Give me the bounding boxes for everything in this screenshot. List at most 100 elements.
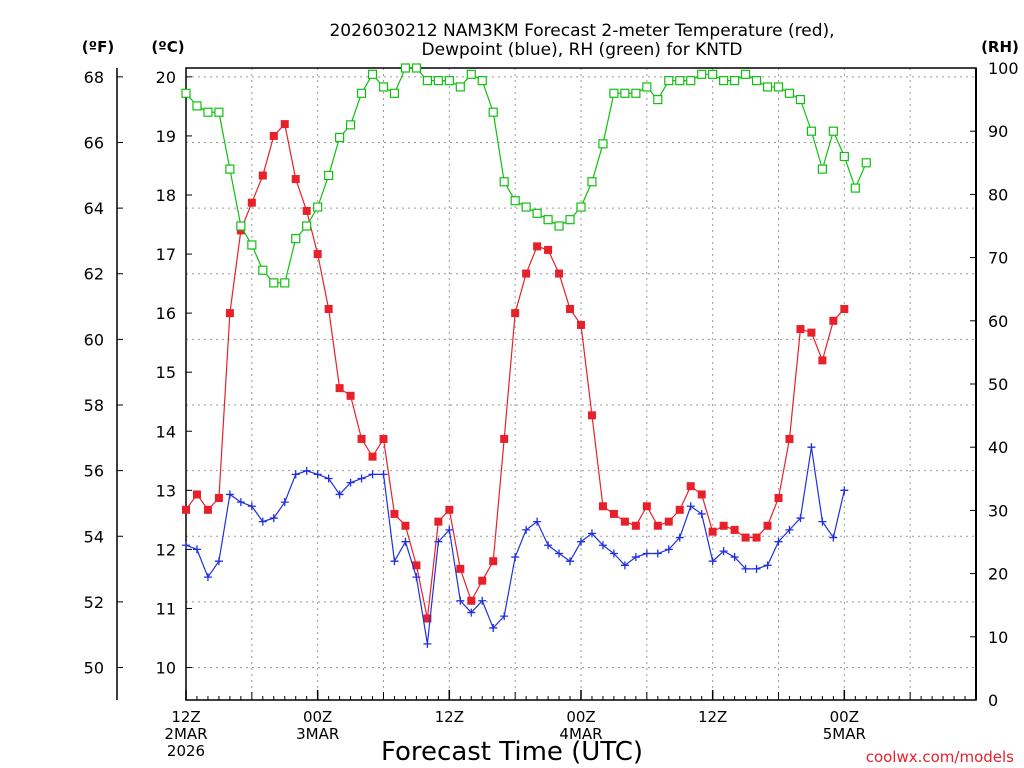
dewpoint-point (566, 557, 575, 566)
dewpoint-point (741, 564, 750, 573)
rh-tick-label: 100 (988, 59, 1019, 78)
rh-point (620, 88, 630, 98)
celsius-tick-label: 18 (156, 186, 176, 205)
celsius-tick-label: 13 (156, 481, 176, 500)
dewpoint-point (269, 514, 278, 523)
temperature-point (763, 521, 772, 530)
temperature-point (511, 309, 520, 318)
rh-point (587, 177, 597, 187)
rh-point (850, 183, 860, 193)
fahrenheit-tick-label: 68 (84, 68, 104, 87)
temperature-point (653, 521, 662, 530)
rh-line (185, 67, 867, 284)
temperature-point (445, 505, 454, 514)
rh-point (455, 82, 465, 92)
rh-unit-label: (RH) (981, 38, 1019, 56)
temperature-point (489, 557, 498, 566)
rh-point (313, 202, 323, 212)
celsius-tick-label: 17 (156, 245, 176, 264)
rh-point (411, 63, 422, 73)
rh-tick-label: 0 (988, 691, 998, 710)
celsius-tick-label: 14 (156, 422, 176, 441)
temperature-point (192, 490, 201, 499)
x-tick-label: 12Z (435, 708, 464, 726)
celsius-tick-label: 10 (156, 659, 176, 678)
temperature-point (214, 493, 223, 502)
dewpoint-point (291, 470, 300, 479)
dewpoint-point (642, 549, 651, 558)
temperature-point (818, 356, 827, 365)
temperature-point (258, 171, 267, 180)
rh-point (631, 88, 641, 98)
dewpoint-point (631, 553, 640, 562)
temperature-point (642, 502, 651, 511)
rh-series (181, 63, 871, 288)
dewpoint-point (829, 533, 838, 542)
rh-point (653, 94, 663, 105)
temperature-point (752, 533, 761, 542)
celsius-tick-label: 16 (156, 304, 176, 323)
series-layer (181, 63, 871, 648)
temperature-point (478, 576, 487, 585)
dewpoint-point (236, 498, 245, 507)
dewpoint-point (796, 514, 805, 523)
dewpoint-point (467, 608, 476, 617)
rh-point (708, 69, 718, 79)
fahrenheit-tick-label: 52 (84, 593, 104, 612)
chart-title-line2: Dewpoint (blue), RH (green) for KNTD (422, 40, 743, 60)
rh-tick-label: 90 (988, 122, 1008, 141)
grid-lines (186, 68, 976, 700)
fahrenheit-tick-label: 50 (84, 659, 104, 678)
temperature-point (357, 434, 366, 443)
x-tick-label: 2026 (167, 742, 205, 760)
dewpoint-point (302, 466, 311, 475)
celsius-tick-label: 12 (156, 540, 176, 559)
temperature-point (631, 521, 640, 530)
dewpoint-point (225, 490, 234, 499)
rh-point (686, 76, 696, 86)
dewpoint-point (280, 498, 289, 507)
temperature-point (609, 509, 618, 518)
dewpoint-point (785, 525, 794, 534)
plot-frame (185, 67, 977, 701)
rh-tick-label: 40 (988, 438, 1008, 457)
rh-point (269, 278, 279, 288)
temperature-point (280, 120, 289, 129)
dewpoint-point (401, 537, 410, 546)
rh-point (181, 88, 191, 98)
dewpoint-point (587, 529, 596, 538)
fahrenheit-tick-label: 54 (84, 527, 104, 546)
rh-point (324, 170, 334, 181)
temperature-point (533, 242, 542, 251)
rh-point (433, 76, 443, 86)
dewpoint-point (697, 509, 706, 518)
temperature-point (182, 505, 190, 514)
rh-tick-label: 50 (988, 375, 1008, 394)
dewpoint-point (423, 639, 432, 648)
dewpoint-point (390, 557, 399, 566)
x-tick-label: 12Z (698, 708, 727, 726)
temperature-point (401, 521, 410, 530)
rh-point (400, 63, 411, 73)
temperature-point (730, 525, 739, 534)
x-tick-label: 5MAR (823, 725, 866, 743)
temperature-point (829, 316, 838, 325)
dewpoint-point (763, 561, 772, 570)
rh-point (762, 82, 773, 92)
axes: 50 52 54 56 58 60 62 64 66 68 10 11 12 13 14 15 16 17 18 19… (84, 59, 1019, 760)
dewpoint-point (664, 545, 673, 554)
temperature-point (456, 564, 465, 573)
celsius-tick-label: 20 (156, 68, 176, 87)
temperature-point (247, 198, 256, 207)
temperature-point (522, 269, 531, 278)
temperature-point (796, 325, 805, 334)
temperature-point (302, 206, 311, 215)
fahrenheit-tick-label: 56 (84, 462, 104, 481)
dewpoint-point (620, 561, 629, 570)
rh-tick-label: 60 (988, 312, 1008, 331)
rh-point (203, 107, 213, 117)
temperature-point (840, 304, 849, 313)
rh-point (444, 76, 454, 86)
rh-point (806, 126, 817, 136)
dewpoint-point (247, 502, 256, 511)
